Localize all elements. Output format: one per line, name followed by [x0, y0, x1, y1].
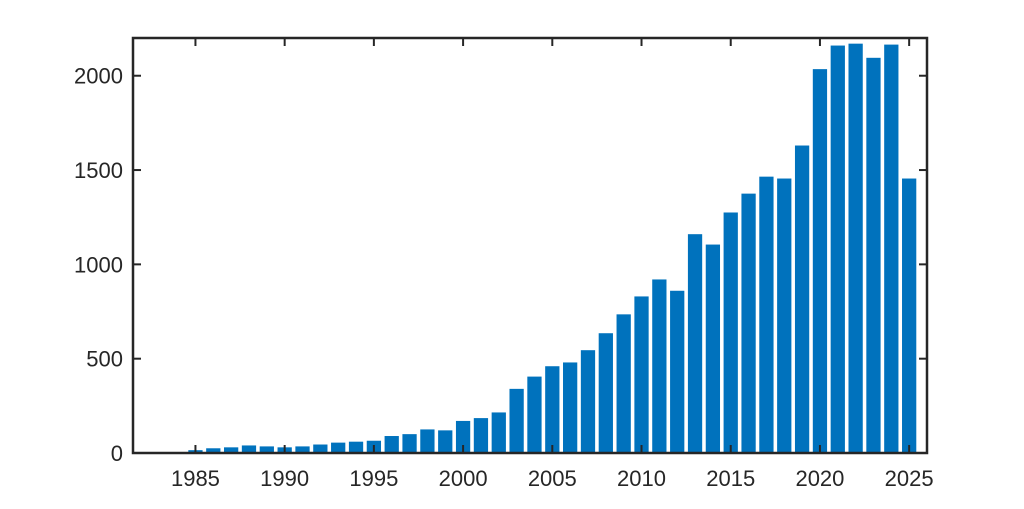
x-tick-label: 2020 [795, 466, 844, 491]
bar-2008 [598, 333, 613, 453]
bar-2000 [455, 420, 471, 453]
bar-2009 [616, 314, 631, 453]
bar-2023 [866, 57, 881, 454]
bar-2003 [509, 388, 524, 453]
bar-2021 [830, 45, 845, 454]
y-tick-label: 1000 [74, 252, 123, 277]
bar-1986 [206, 448, 221, 453]
x-tick-label: 2005 [528, 466, 577, 491]
bar-1992 [313, 444, 328, 453]
bar-2013 [687, 234, 703, 453]
bar-series [170, 43, 917, 454]
y-tick-label: 1500 [74, 158, 123, 183]
x-tick-label: 2025 [885, 466, 934, 491]
bar-1989 [259, 446, 274, 453]
bar-2015 [723, 212, 738, 453]
y-tick-label: 0 [111, 441, 123, 466]
bar-2007 [580, 350, 596, 453]
bar-1991 [295, 446, 310, 453]
x-tick-label: 2010 [617, 466, 666, 491]
axes-box [131, 36, 929, 455]
bar-2012 [670, 290, 685, 453]
bar-2017 [759, 176, 774, 453]
bar-1996 [384, 436, 399, 453]
bar-2011 [652, 279, 667, 453]
bar-2016 [741, 193, 756, 454]
x-tick-label: 1990 [260, 466, 309, 491]
bar-1998 [420, 429, 435, 453]
bar-2005 [545, 366, 560, 453]
bar-2004 [527, 376, 542, 453]
bar-2006 [563, 362, 578, 453]
bar-1999 [438, 430, 453, 453]
y-tick-label: 2000 [74, 64, 123, 89]
x-tick-label: 1985 [171, 466, 220, 491]
y-tick-label: 500 [86, 347, 123, 372]
bar-2024 [884, 44, 899, 453]
bar-1994 [348, 441, 364, 453]
bar-2020 [812, 69, 828, 454]
bar-1987 [224, 447, 239, 453]
bar-2010 [634, 296, 649, 453]
bar-1997 [402, 434, 417, 453]
bar-2022 [848, 43, 863, 453]
bar-2002 [491, 412, 506, 453]
bar-2014 [705, 244, 721, 453]
bar-2025 [902, 178, 917, 453]
bar-2001 [473, 418, 489, 453]
bar-1993 [331, 442, 346, 454]
tick-labels: 1985 1990 1995 2000 2005 2010 2015 2020 2025 0 500… [74, 64, 934, 491]
bar-1988 [241, 445, 257, 453]
x-tick-label: 1995 [349, 466, 398, 491]
bar-2019 [794, 145, 810, 453]
x-tick-label: 2000 [439, 466, 488, 491]
bar-2018 [777, 178, 792, 453]
x-tick-label: 2015 [706, 466, 755, 491]
